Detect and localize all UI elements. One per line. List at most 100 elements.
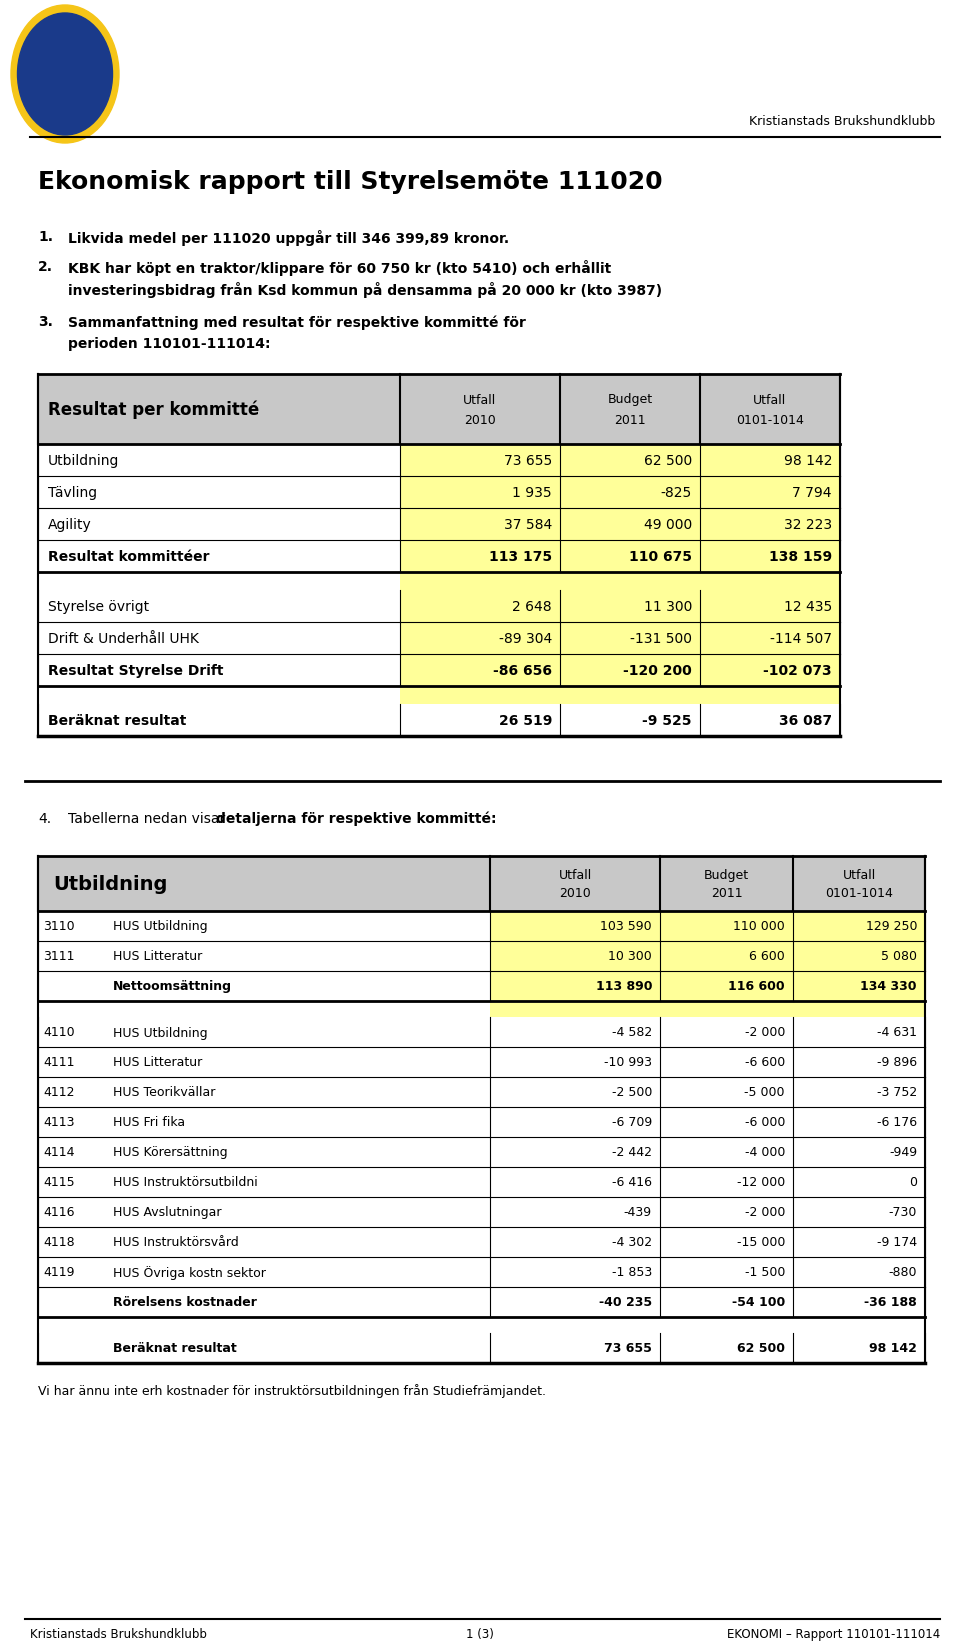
Text: 32 223: 32 223 xyxy=(784,517,832,532)
Text: 113 175: 113 175 xyxy=(489,550,552,564)
Text: Utfall: Utfall xyxy=(754,394,786,407)
Text: Utbildning: Utbildning xyxy=(48,453,119,468)
Bar xyxy=(490,1198,925,1228)
Text: HUS Utbildning: HUS Utbildning xyxy=(113,920,207,933)
Text: -131 500: -131 500 xyxy=(630,631,692,646)
Text: HUS Utbildning: HUS Utbildning xyxy=(113,1025,207,1038)
Text: -730: -730 xyxy=(889,1206,917,1220)
Text: HUS Litteratur: HUS Litteratur xyxy=(113,949,203,962)
Text: 4110: 4110 xyxy=(43,1025,75,1038)
Text: Drift & Underhåll UHK: Drift & Underhåll UHK xyxy=(48,631,199,646)
Text: Beräknat resultat: Beräknat resultat xyxy=(48,714,186,727)
Text: -6 176: -6 176 xyxy=(876,1116,917,1129)
Text: 2 648: 2 648 xyxy=(513,600,552,613)
Text: Likvida medel per 111020 uppgår till 346 399,89 kronor.: Likvida medel per 111020 uppgår till 346… xyxy=(68,229,509,246)
Bar xyxy=(400,623,840,654)
Text: 98 142: 98 142 xyxy=(869,1341,917,1355)
Text: Rörelsens kostnader: Rörelsens kostnader xyxy=(113,1295,257,1309)
Text: -4 582: -4 582 xyxy=(612,1025,652,1038)
Text: Ekonomisk rapport till Styrelsemöte 111020: Ekonomisk rapport till Styrelsemöte 1110… xyxy=(38,170,662,194)
Text: -1 853: -1 853 xyxy=(612,1266,652,1279)
Bar xyxy=(490,971,925,1002)
Text: 2010: 2010 xyxy=(464,414,496,427)
Text: KBK har köpt en traktor/klippare för 60 750 kr (kto 5410) och erhållit: KBK har köpt en traktor/klippare för 60 … xyxy=(68,260,612,275)
Text: Utfall: Utfall xyxy=(464,394,496,407)
Text: 4119: 4119 xyxy=(43,1266,75,1279)
Text: Resultat Styrelse Drift: Resultat Styrelse Drift xyxy=(48,664,224,677)
Text: 3110: 3110 xyxy=(43,920,75,933)
Text: 129 250: 129 250 xyxy=(866,920,917,933)
Text: 110 000: 110 000 xyxy=(733,920,785,933)
Text: 4112: 4112 xyxy=(43,1086,75,1099)
Text: 110 675: 110 675 xyxy=(629,550,692,564)
Text: 3.: 3. xyxy=(38,315,53,330)
Text: 134 330: 134 330 xyxy=(860,981,917,992)
Bar xyxy=(400,590,840,623)
Bar xyxy=(38,374,840,445)
Text: -9 896: -9 896 xyxy=(876,1056,917,1070)
Text: -12 000: -12 000 xyxy=(736,1175,785,1188)
Text: HUS Körersättning: HUS Körersättning xyxy=(113,1145,228,1159)
Text: 7 794: 7 794 xyxy=(793,486,832,499)
Text: -949: -949 xyxy=(889,1145,917,1159)
Text: 4111: 4111 xyxy=(43,1056,75,1070)
Text: -6 416: -6 416 xyxy=(612,1175,652,1188)
Text: 103 590: 103 590 xyxy=(600,920,652,933)
Text: -2 000: -2 000 xyxy=(745,1025,785,1038)
Text: 12 435: 12 435 xyxy=(783,600,832,613)
Text: -2 442: -2 442 xyxy=(612,1145,652,1159)
Text: HUS Avslutningar: HUS Avslutningar xyxy=(113,1206,222,1220)
Text: 36 087: 36 087 xyxy=(779,714,832,727)
Text: 1 935: 1 935 xyxy=(513,486,552,499)
Text: perioden 110101-111014:: perioden 110101-111014: xyxy=(68,336,271,351)
Text: -6 000: -6 000 xyxy=(745,1116,785,1129)
Bar xyxy=(490,1257,925,1287)
Text: 73 655: 73 655 xyxy=(604,1341,652,1355)
Text: 116 600: 116 600 xyxy=(729,981,785,992)
Text: -4 302: -4 302 xyxy=(612,1236,652,1249)
Text: detaljerna för respektive kommitté:: detaljerna för respektive kommitté: xyxy=(216,811,496,826)
Text: HUS Litteratur: HUS Litteratur xyxy=(113,1056,203,1070)
Bar xyxy=(490,1287,925,1317)
Bar xyxy=(400,445,840,476)
Text: 11 300: 11 300 xyxy=(643,600,692,613)
Text: -4 000: -4 000 xyxy=(745,1145,785,1159)
Text: HUS Teorikvällar: HUS Teorikvällar xyxy=(113,1086,215,1099)
Text: Styrelse övrigt: Styrelse övrigt xyxy=(48,600,149,613)
Bar xyxy=(490,1333,925,1363)
Text: -9 525: -9 525 xyxy=(642,714,692,727)
Text: Budget: Budget xyxy=(608,394,653,407)
Text: Vi har ännu inte erh kostnader för instruktörsutbildningen från Studiefrämjandet: Vi har ännu inte erh kostnader för instr… xyxy=(38,1383,546,1398)
Text: -36 188: -36 188 xyxy=(864,1295,917,1309)
Bar xyxy=(400,687,840,705)
Text: -2 000: -2 000 xyxy=(745,1206,785,1220)
Bar xyxy=(400,541,840,572)
Bar xyxy=(490,1107,925,1137)
Text: 1.: 1. xyxy=(38,229,53,244)
Text: EKONOMI – Rapport 110101-111014: EKONOMI – Rapport 110101-111014 xyxy=(727,1627,940,1640)
Text: -86 656: -86 656 xyxy=(493,664,552,677)
Bar xyxy=(490,1017,925,1048)
Bar xyxy=(490,911,925,941)
Text: -1 500: -1 500 xyxy=(745,1266,785,1279)
Text: Kristianstads Brukshundklubb: Kristianstads Brukshundklubb xyxy=(749,115,935,129)
Text: -120 200: -120 200 xyxy=(623,664,692,677)
Text: 4118: 4118 xyxy=(43,1236,75,1249)
Text: -54 100: -54 100 xyxy=(732,1295,785,1309)
Text: 2011: 2011 xyxy=(614,414,646,427)
Text: 4.: 4. xyxy=(38,811,51,826)
Text: -40 235: -40 235 xyxy=(599,1295,652,1309)
Text: -6 600: -6 600 xyxy=(745,1056,785,1070)
Text: 73 655: 73 655 xyxy=(504,453,552,468)
Text: 0101-1014: 0101-1014 xyxy=(825,887,893,900)
Text: Utfall: Utfall xyxy=(559,868,591,882)
Text: HUS Övriga kostn sektor: HUS Övriga kostn sektor xyxy=(113,1266,266,1279)
Text: -2 500: -2 500 xyxy=(612,1086,652,1099)
Text: 0: 0 xyxy=(909,1175,917,1188)
Text: 4116: 4116 xyxy=(43,1206,75,1220)
Text: Beräknat resultat: Beräknat resultat xyxy=(113,1341,237,1355)
Text: -89 304: -89 304 xyxy=(499,631,552,646)
Bar xyxy=(38,857,925,911)
Text: 4114: 4114 xyxy=(43,1145,75,1159)
Text: 62 500: 62 500 xyxy=(737,1341,785,1355)
